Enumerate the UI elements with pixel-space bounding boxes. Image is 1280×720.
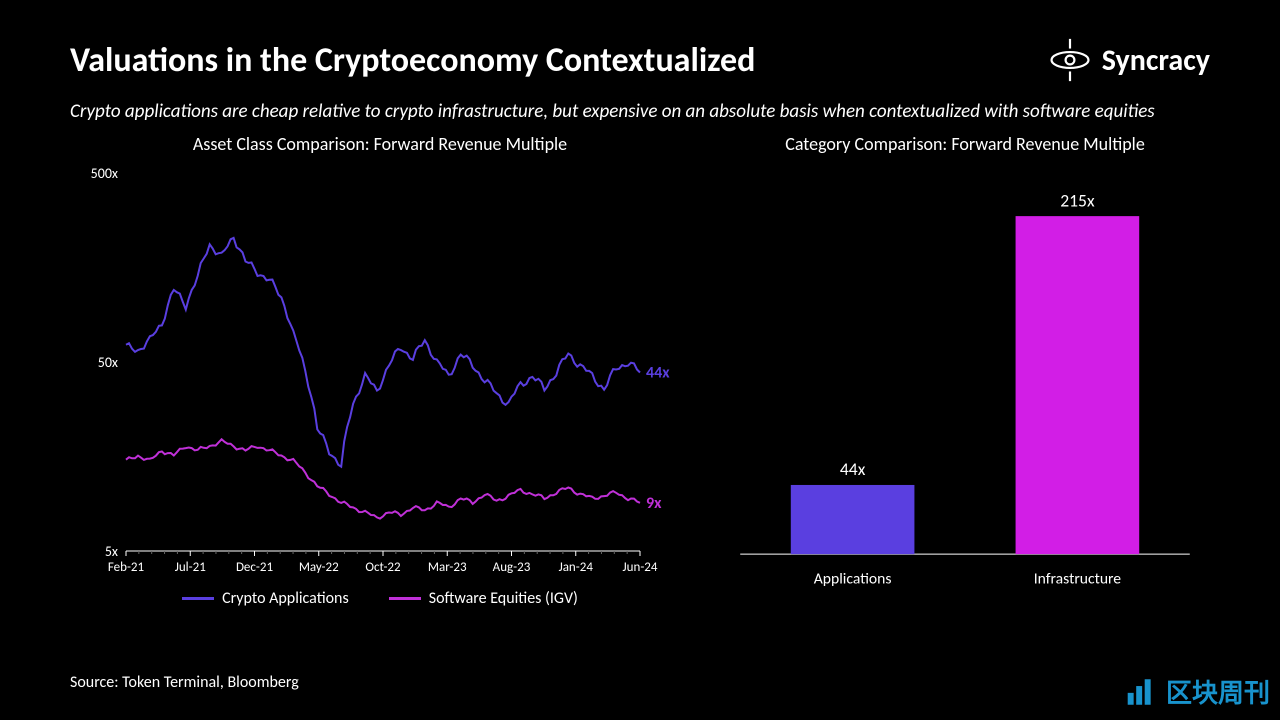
watermark-icon [1126,677,1160,707]
bar-chart-panel: Category Comparison: Forward Revenue Mul… [720,133,1210,608]
svg-text:44x: 44x [646,363,670,382]
legend-swatch-software [389,597,421,600]
legend-item-crypto: Crypto Applications [182,589,349,608]
svg-text:Mar-23: Mar-23 [428,560,467,575]
brand-logo: Syncracy [1048,38,1210,82]
svg-text:215x: 215x [1060,189,1095,211]
svg-text:500x: 500x [91,165,118,182]
subtitle: Crypto applications are cheap relative t… [0,82,1280,123]
svg-text:Jun-24: Jun-24 [623,560,658,575]
svg-text:Jan-24: Jan-24 [559,560,594,575]
page-title: Valuations in the Cryptoeconomy Contextu… [70,40,755,81]
bar-chart: 44x Applications 215x Infrastructure [720,173,1210,603]
legend-item-software: Software Equities (IGV) [389,589,578,608]
svg-text:Jul-21: Jul-21 [175,560,206,575]
legend-label-crypto: Crypto Applications [222,589,349,608]
line-chart-title: Asset Class Comparison: Forward Revenue … [70,133,690,155]
svg-text:Applications: Applications [814,569,892,588]
brand-name: Syncracy [1102,42,1210,79]
svg-text:Oct-22: Oct-22 [365,560,401,575]
svg-text:5x: 5x [105,543,118,560]
header: Valuations in the Cryptoeconomy Contextu… [0,0,1280,82]
line-chart-panel: Asset Class Comparison: Forward Revenue … [70,133,690,608]
legend-swatch-crypto [182,597,214,600]
source-text: Source: Token Terminal, Bloomberg [70,673,299,692]
watermark: 区块周刊 [1126,673,1270,710]
line-chart: 5x 50x 500x Feb-21 Jul-21 Dec-21 May-22 Oct-22 M… [70,163,690,583]
legend-label-software: Software Equities (IGV) [429,589,578,608]
charts-container: Asset Class Comparison: Forward Revenue … [0,123,1280,608]
svg-text:Aug-23: Aug-23 [493,560,531,575]
svg-text:Infrastructure: Infrastructure [1034,569,1122,588]
syncracy-icon [1048,38,1092,82]
svg-text:50x: 50x [98,354,118,371]
svg-text:Feb-21: Feb-21 [108,560,144,575]
line-chart-legend: Crypto Applications Software Equities (I… [70,589,690,608]
bar-chart-title: Category Comparison: Forward Revenue Mul… [720,133,1210,155]
svg-text:May-22: May-22 [299,560,339,575]
svg-text:44x: 44x [840,458,866,480]
svg-text:9x: 9x [646,494,662,513]
watermark-text: 区块周刊 [1166,673,1270,710]
svg-text:Dec-21: Dec-21 [236,560,273,575]
